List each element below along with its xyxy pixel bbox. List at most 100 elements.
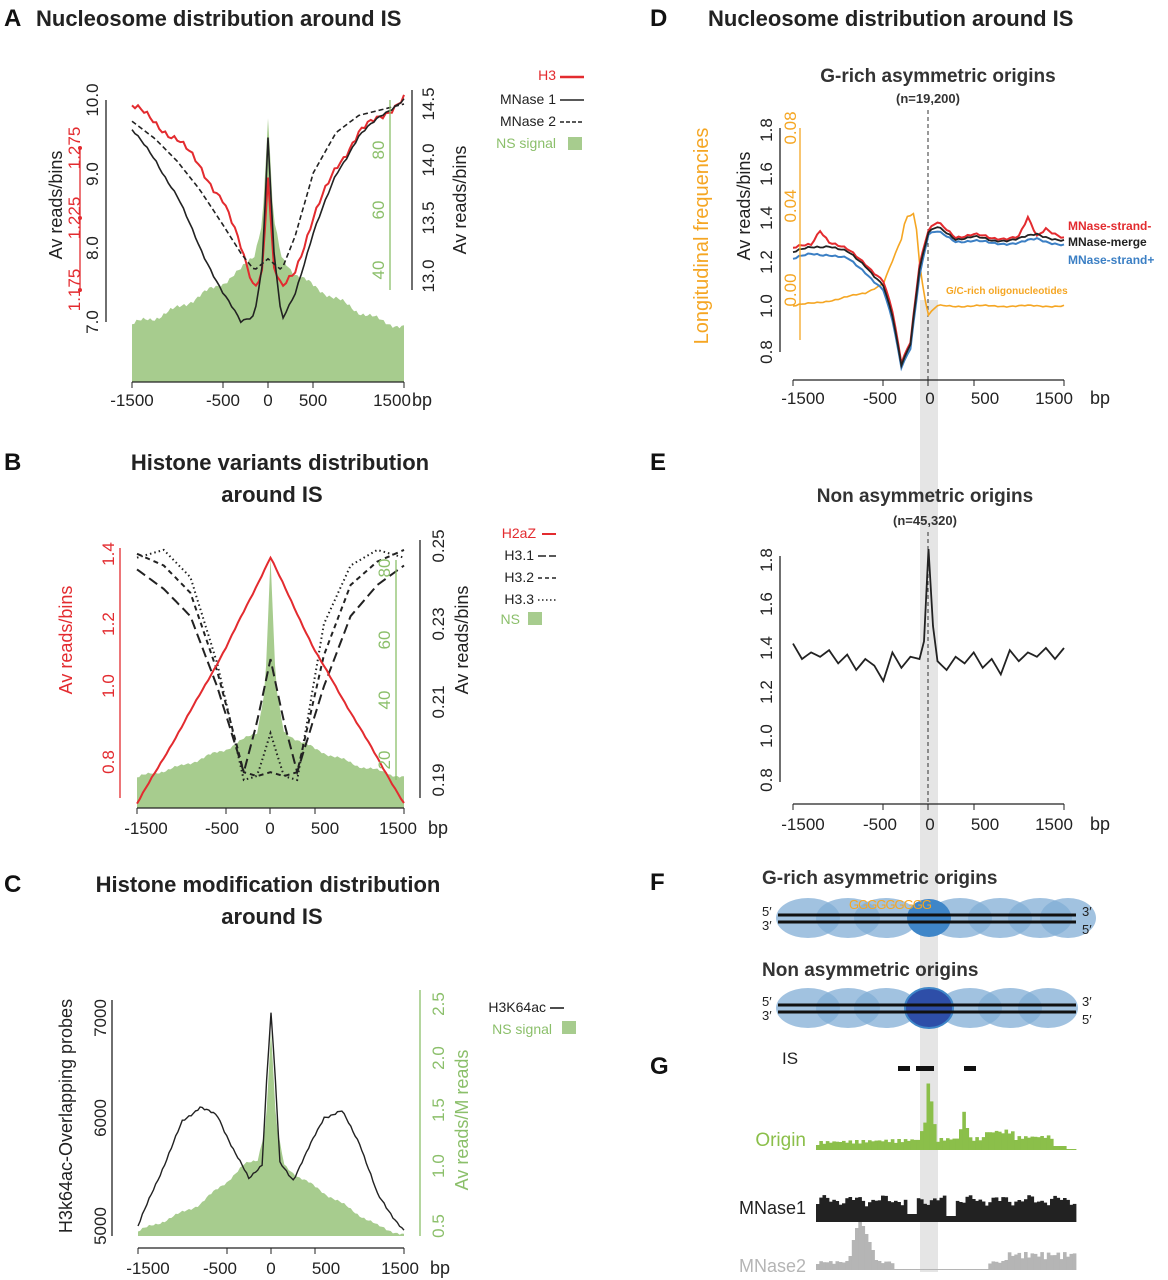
track-bar <box>858 1143 862 1150</box>
track-bar <box>955 1138 960 1150</box>
end-3-left: 3′ <box>762 1008 772 1023</box>
track-bar <box>975 1200 979 1222</box>
end-5-left: 5′ <box>762 994 772 1009</box>
track-bar <box>1043 1137 1048 1150</box>
track-bar <box>933 1124 937 1150</box>
track-bar <box>1069 1149 1074 1150</box>
legend-a-h3: H3 <box>538 67 556 83</box>
chart-a-legend: H3 MNase 1 MNase 2 NS signal <box>496 67 584 151</box>
track-bar <box>881 1195 885 1222</box>
track-bar <box>822 1195 827 1222</box>
track-bar <box>910 1139 914 1150</box>
track-bar <box>848 1256 853 1270</box>
track-bar <box>907 1269 911 1270</box>
panel-a: A Nucleosome distribution around IS -150… <box>4 5 584 410</box>
panel-f-label-grich: G-rich asymmetric origins <box>762 868 997 889</box>
track-bar <box>842 1262 846 1270</box>
track-bar <box>894 1200 898 1222</box>
chart-a-x-label: -500 <box>206 391 240 410</box>
track-bar <box>838 1204 843 1222</box>
track-bar <box>991 1261 996 1270</box>
track-bar <box>1043 1202 1048 1222</box>
track-bar <box>1027 1137 1031 1150</box>
track-bar <box>1011 1205 1015 1222</box>
track-bar <box>1056 1197 1061 1222</box>
nucleosome <box>1018 988 1078 1028</box>
track-bar <box>1017 1136 1022 1150</box>
track-bar <box>946 1138 950 1150</box>
track-bar <box>920 1131 924 1150</box>
track-bar <box>894 1269 898 1270</box>
track-bar <box>985 1269 989 1270</box>
track-bar <box>936 1269 940 1270</box>
track-label-mnase1: MNase1 <box>739 1198 806 1218</box>
track-bar <box>1007 1252 1012 1270</box>
chart-b-x-unit: bp <box>428 818 448 838</box>
track-bar <box>1033 1253 1038 1270</box>
track-bar <box>955 1269 960 1270</box>
chart-a-left-ylabel: Av reads/bins <box>46 151 66 260</box>
track-label-is: IS <box>782 1049 798 1068</box>
chart-c-right-tick: 2.0 <box>429 1046 448 1070</box>
track-bar <box>1007 1133 1012 1150</box>
track-mnase2-bars <box>816 1222 1077 1270</box>
chart-b-right-tick: 0.25 <box>429 529 448 562</box>
track-bar <box>1056 1252 1061 1270</box>
track-bar <box>897 1139 901 1150</box>
track-bar <box>936 1200 940 1222</box>
track-bar <box>939 1197 944 1222</box>
chart-e-y-tick: 1.4 <box>757 636 776 660</box>
track-bar <box>871 1250 875 1270</box>
legend-d-strand-minus: MNase-strand- <box>1068 219 1151 233</box>
track-bar <box>1020 1201 1025 1222</box>
track-bar <box>1037 1256 1041 1270</box>
chart-a-red-tick-label: 1.275 <box>65 127 84 170</box>
chart-c-x-label: -500 <box>203 1259 237 1278</box>
track-bar <box>959 1202 963 1222</box>
track-bar <box>887 1201 892 1222</box>
track-bar <box>949 1269 953 1270</box>
chart-a-ns-area <box>132 118 404 382</box>
chart-e-x-label: -500 <box>863 815 897 834</box>
chart-c-ns-area <box>138 1031 404 1236</box>
track-bar <box>916 1198 921 1222</box>
track-bar <box>998 1201 1002 1222</box>
track-bar <box>972 1140 976 1150</box>
track-bar <box>855 1140 859 1150</box>
is-segment <box>916 1066 934 1071</box>
end-3-right: 3′ <box>1082 994 1092 1009</box>
chart-a-mnase2-line <box>131 103 405 271</box>
chart-e-x-unit: bp <box>1090 814 1110 834</box>
chart-d-y-tick: 1.0 <box>757 294 776 318</box>
track-bar <box>998 1262 1002 1270</box>
track-bar <box>949 1216 953 1222</box>
chart-c-right-tick: 1.5 <box>429 1098 448 1122</box>
track-bar <box>942 1195 947 1222</box>
is-nucleosome <box>907 899 951 937</box>
track-bar <box>913 1214 918 1222</box>
chart-b-x-label: 0 <box>265 819 274 838</box>
track-bar <box>851 1200 856 1222</box>
track-bar <box>829 1261 833 1270</box>
chart-b-h31-line <box>136 564 405 776</box>
track-bar <box>923 1269 927 1270</box>
track-bar <box>894 1142 898 1150</box>
track-bar <box>1050 1138 1054 1150</box>
track-bar <box>991 1132 996 1150</box>
track-bar <box>929 1269 934 1270</box>
track-bar <box>864 1206 869 1222</box>
track-bar <box>819 1261 823 1270</box>
track-bar <box>1059 1199 1064 1222</box>
track-bar <box>868 1242 872 1270</box>
chart-b-right-tick: 0.19 <box>429 763 448 796</box>
chart-d-x-label: -500 <box>863 389 897 408</box>
track-bar <box>1069 1253 1074 1270</box>
track-bar <box>1027 1257 1031 1270</box>
chart-c-right-ylabel: Av reads/M reads <box>452 1050 472 1191</box>
chart-e-x-label: -1500 <box>781 815 824 834</box>
chart-a-h3-line <box>131 94 405 288</box>
panel-d-letter: D <box>650 5 667 32</box>
legend-b-ns-swatch <box>528 612 542 625</box>
panel-f: F G-rich asymmetric origins GGGGGGGGG 5′… <box>650 868 1096 1029</box>
track-bar <box>985 1205 989 1222</box>
